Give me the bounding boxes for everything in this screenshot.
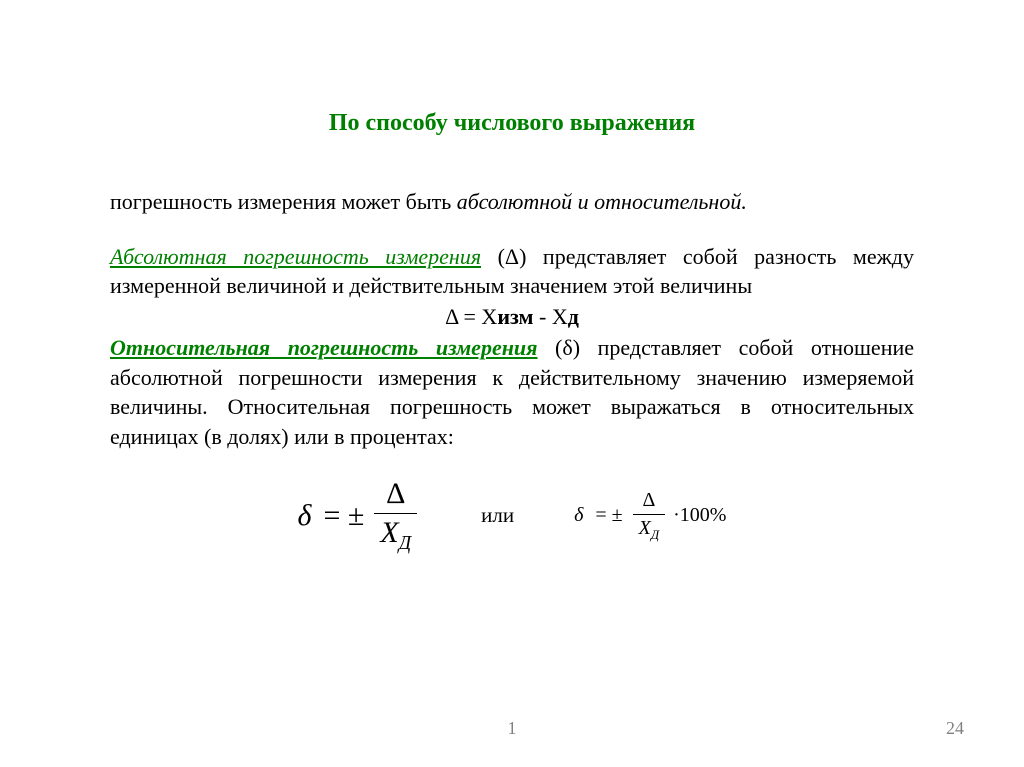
f2-den-x: X <box>639 517 651 539</box>
abs-formula-sub1: изм <box>497 304 533 329</box>
f1-delta: δ <box>298 499 312 533</box>
f1-den-x: X <box>380 516 398 549</box>
f1-numerator: Δ <box>380 477 411 513</box>
relative-term: Относительная погрешность измерения <box>110 335 538 360</box>
abs-formula-sub2: д <box>568 304 579 329</box>
abs-formula-prefix: Δ = Х <box>445 304 497 329</box>
absolute-paragraph: Абсолютная погрешность измерения (Δ) пре… <box>110 242 914 301</box>
intro-paragraph: погрешность измерения может быть абсолют… <box>110 187 914 217</box>
f2-post: ·100% <box>673 504 726 527</box>
f2-delta: δ <box>574 504 583 527</box>
intro-prefix: погрешность измерения может быть <box>110 189 457 214</box>
f2-denominator: XД <box>633 514 666 543</box>
absolute-term: Абсолютная погрешность измерения <box>110 244 481 269</box>
formula-1: δ = ± Δ XД <box>298 477 422 555</box>
f2-den-sub: Д <box>651 527 659 542</box>
relative-paragraph: Относительная погрешность измерения (δ) … <box>110 333 914 452</box>
footer-page-right: 24 <box>946 718 964 739</box>
f2-numerator: Δ <box>636 489 661 514</box>
f2-eq: = ± <box>595 504 622 527</box>
f1-den-sub: Д <box>399 533 411 554</box>
abs-formula-mid: - Х <box>534 304 568 329</box>
or-label: или <box>481 503 514 528</box>
absolute-formula: Δ = Хизм - Хд <box>110 304 914 330</box>
f1-fraction: Δ XД <box>374 477 417 555</box>
footer-page-left: 1 <box>508 718 517 739</box>
slide-content: По способу числового выражения погрешнос… <box>0 0 1024 555</box>
formula-row: δ = ± Δ XД или δ = ± Δ XД ·100% <box>110 477 914 555</box>
f1-eq: = ± <box>323 499 364 533</box>
intro-italic: абсолютной и относительной. <box>457 189 747 214</box>
f1-denominator: XД <box>374 513 417 555</box>
formula-2: δ = ± Δ XД ·100% <box>574 489 726 543</box>
f2-fraction: Δ XД <box>633 489 666 543</box>
slide-title: По способу числового выражения <box>110 110 914 137</box>
